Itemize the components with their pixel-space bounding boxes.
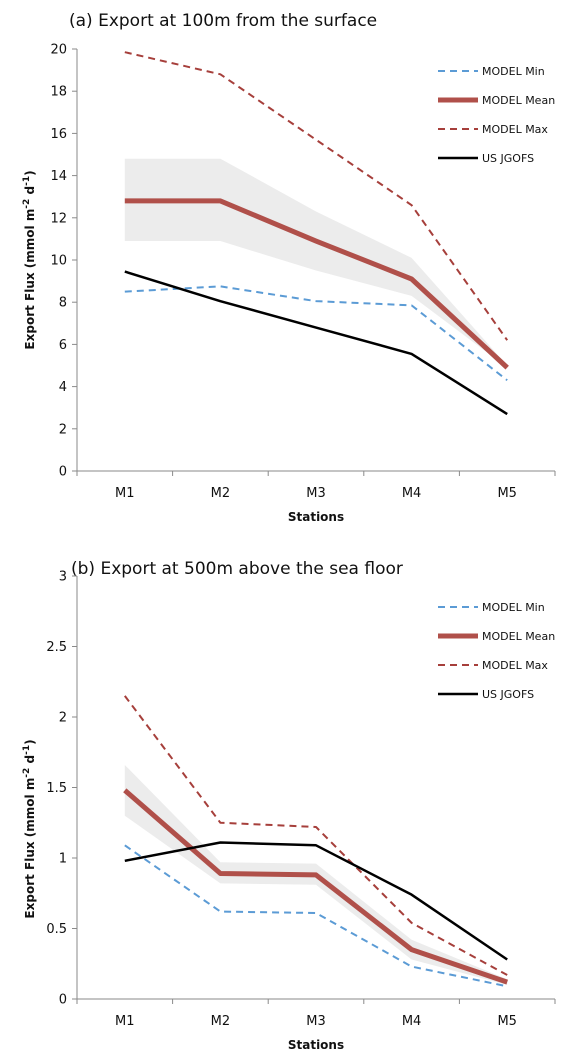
legend-label-model-mean: MODEL Mean	[482, 94, 555, 107]
chart-a-svg: (a) Export at 100m from the surface 0 2 4 6…	[22, 11, 556, 524]
x-tick-label: M4	[402, 1014, 422, 1029]
series-line-model-mean	[123, 788, 509, 985]
series-line-model-mean	[124, 198, 509, 370]
series-line-model-max	[124, 51, 509, 341]
chart-a-xlabel: Stations	[288, 510, 344, 524]
y-tick-label: 1	[59, 852, 67, 867]
legend-label-model-min: MODEL Min	[482, 65, 545, 78]
y-tick-label: 20	[50, 43, 67, 58]
chart-a-plot: 0 2 4 6 8 10 12 14 16 18 20 M1 M2 M3 M4 M5 MODEL Min MODE…	[50, 43, 556, 501]
chart-b-title: (b) Export at 500m above the sea floor	[71, 559, 403, 579]
series-line-model-min	[124, 285, 508, 382]
x-tick-label: M2	[211, 1014, 231, 1029]
series-line-us-jgofs	[124, 270, 508, 416]
y-tick-label: 0	[59, 993, 67, 1008]
y-tick-label: 10	[50, 254, 67, 269]
legend-label-model-min: MODEL Min	[482, 601, 545, 614]
y-tick-label: 18	[50, 85, 67, 100]
series-line-us-jgofs	[124, 841, 508, 961]
x-tick-label: M3	[306, 1014, 326, 1029]
x-tick-label: M2	[211, 486, 231, 501]
x-tick-label: M4	[402, 486, 422, 501]
x-tick-label: M1	[115, 486, 135, 501]
y-tick-label: 6	[59, 338, 67, 353]
series-line-model-max	[124, 695, 508, 976]
chart-b-svg: (b) Export at 500m above the sea floor 0…	[22, 559, 556, 1052]
x-tick-label: M1	[115, 1014, 135, 1029]
series-line-model-min	[124, 844, 508, 988]
chart-panel-b: (b) Export at 500m above the sea floor 0…	[0, 527, 574, 1054]
chart-a-title: (a) Export at 100m from the surface	[69, 11, 377, 31]
legend-label-us-jgofs: US JGOFS	[482, 688, 534, 701]
chart-b-ylabel: Export Flux (mmol m-2 d-1)	[22, 739, 37, 918]
x-tick-label: M5	[497, 1014, 517, 1029]
chart-b-xlabel: Stations	[288, 1038, 344, 1052]
y-tick-label: 3	[59, 570, 67, 585]
legend-label-model-max: MODEL Max	[482, 659, 548, 672]
y-tick-label: 8	[59, 296, 67, 311]
legend-label-model-mean: MODEL Mean	[482, 630, 555, 643]
y-tick-label: 1.5	[46, 781, 67, 796]
chart-b-plot: 0 0.5 1 1.5 2 2.5 3 M1 M2 M3 M4 M5 MODEL Min MODEL Me…	[46, 570, 556, 1029]
y-tick-label: 12	[50, 211, 67, 226]
y-tick-label: 16	[50, 127, 67, 142]
legend-label-model-max: MODEL Max	[482, 123, 548, 136]
y-tick-label: 4	[59, 380, 67, 395]
y-tick-label: 2.5	[46, 640, 67, 655]
x-tick-label: M5	[497, 486, 517, 501]
y-tick-label: 2	[59, 711, 67, 726]
legend-label-us-jgofs: US JGOFS	[482, 152, 534, 165]
y-tick-label: 2	[59, 422, 67, 437]
y-tick-label: 0.5	[46, 922, 67, 937]
y-tick-label: 0	[59, 465, 67, 480]
y-tick-label: 14	[50, 169, 67, 184]
chart-a-ylabel: Export Flux (mmol m-2 d-1)	[22, 170, 37, 349]
x-tick-label: M3	[306, 486, 326, 501]
chart-panel-a: (a) Export at 100m from the surface 0 2 4 6…	[22, 11, 556, 524]
model-range-band	[124, 158, 508, 368]
